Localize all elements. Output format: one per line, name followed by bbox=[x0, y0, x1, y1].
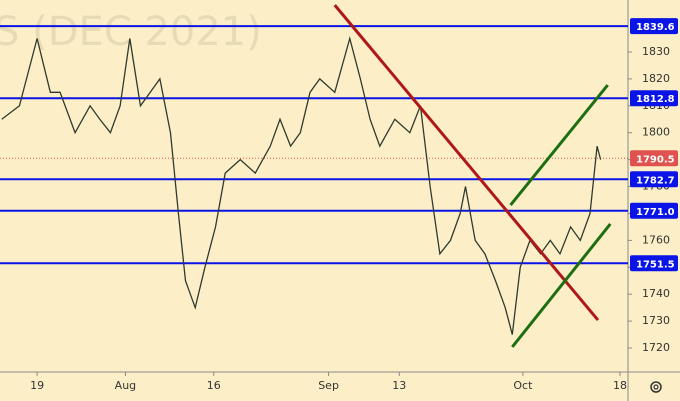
y-tick-label: 1730 bbox=[642, 314, 670, 327]
level-label: 1771.0 bbox=[636, 207, 675, 218]
y-tick-label: 1830 bbox=[642, 45, 670, 58]
level-label: 1790.5 bbox=[636, 154, 675, 165]
y-tick-label: 1720 bbox=[642, 341, 670, 354]
x-tick-label: Oct bbox=[513, 379, 533, 392]
x-tick-label: 18 bbox=[613, 379, 627, 392]
y-tick-label: 1820 bbox=[642, 72, 670, 85]
settings-icon[interactable] bbox=[650, 381, 662, 393]
x-tick-label: Sep bbox=[318, 379, 339, 392]
trend-line bbox=[333, 4, 600, 322]
level-label-box bbox=[630, 90, 678, 107]
x-tick-label: 13 bbox=[392, 379, 406, 392]
y-tick-label: 1740 bbox=[642, 287, 670, 300]
level-label: 1839.6 bbox=[636, 22, 675, 33]
price-line bbox=[1, 36, 602, 335]
trend-line bbox=[511, 223, 612, 348]
level-label-box bbox=[630, 255, 678, 272]
level-label: 1782.7 bbox=[636, 175, 675, 186]
level-label-box bbox=[630, 150, 678, 167]
x-tick-label: 19 bbox=[30, 379, 44, 392]
y-tick-label: 1800 bbox=[642, 126, 670, 139]
x-tick-label: 16 bbox=[207, 379, 221, 392]
level-label-box bbox=[630, 171, 678, 188]
level-label-box bbox=[630, 18, 678, 35]
level-label-box bbox=[630, 202, 678, 219]
y-tick-label: 1760 bbox=[642, 233, 670, 246]
x-tick-label: Aug bbox=[115, 379, 136, 392]
trend-line bbox=[509, 84, 609, 207]
level-label: 1751.5 bbox=[636, 259, 675, 270]
level-label: 1812.8 bbox=[636, 94, 675, 105]
